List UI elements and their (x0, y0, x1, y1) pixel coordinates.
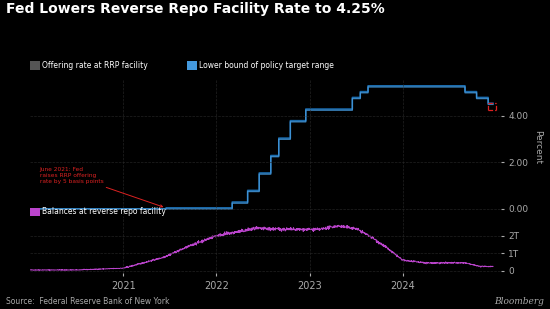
Text: Balances at reverse repo facility: Balances at reverse repo facility (42, 207, 166, 217)
Text: Fed Lowers Reverse Repo Facility Rate to 4.25%: Fed Lowers Reverse Repo Facility Rate to… (6, 2, 384, 15)
Text: June 2021: Fed
raises RRP offering
rate by 5 basis points: June 2021: Fed raises RRP offering rate … (40, 167, 163, 207)
Text: Bloomberg: Bloomberg (494, 297, 544, 306)
Text: Offering rate at RRP facility: Offering rate at RRP facility (42, 61, 148, 70)
Text: Lower bound of policy target range: Lower bound of policy target range (199, 61, 334, 70)
Y-axis label: Percent: Percent (533, 130, 542, 164)
Text: Source:  Federal Reserve Bank of New York: Source: Federal Reserve Bank of New York (6, 297, 169, 306)
